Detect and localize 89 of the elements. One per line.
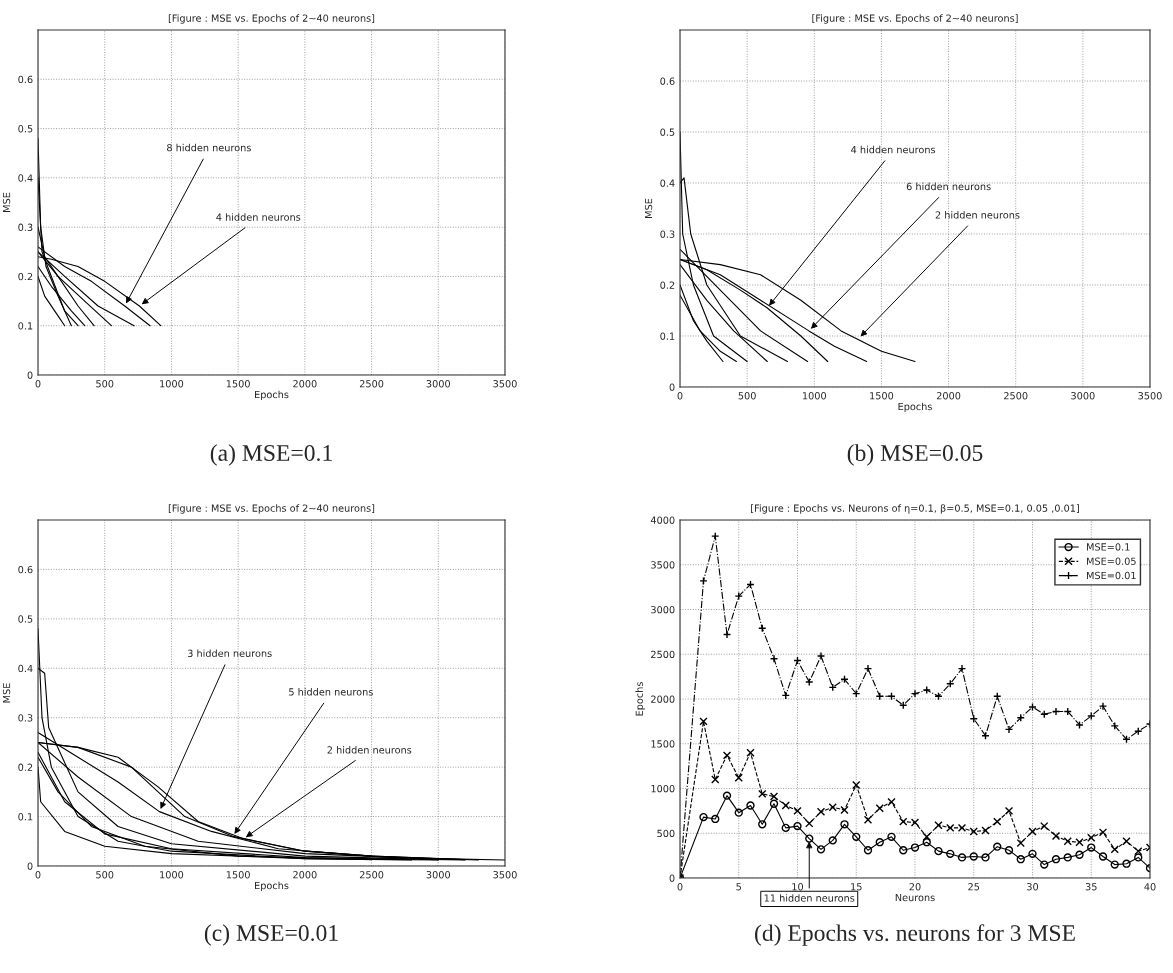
y-axis-title: MSE: [644, 198, 653, 218]
x-tick-label: 1000: [160, 380, 184, 388]
x-tick-label: 3000: [426, 871, 451, 879]
y-tick-label: 0.2: [18, 763, 33, 771]
text: (a) MSE=0.1: [210, 444, 332, 466]
chart-title: [Figure : Epochs vs. Neurons of η=0.1, β=0.5, MSE=0.1, 0.05 ,0.01]: [751, 504, 1079, 514]
y-tick-label: 4000: [650, 516, 675, 524]
y-tick-label: 0: [27, 862, 33, 870]
x-tick-label: 2500: [359, 380, 384, 388]
x-tick-label: 30: [1027, 883, 1039, 891]
y-tick-label: 0: [27, 371, 33, 379]
y-tick-label: 1000: [651, 784, 675, 793]
x-tick-label: 500: [96, 380, 114, 388]
x-tick-label: 0: [35, 380, 41, 388]
x-tick-label: 2000: [293, 871, 317, 879]
x-tick-label: 10: [792, 883, 804, 891]
annotation: 2 hidden neurons: [327, 746, 412, 754]
y-tick-label: 3000: [651, 605, 675, 614]
y-tick-label: 0.2: [18, 272, 33, 281]
legend-label: MSE=0.1: [1087, 543, 1130, 551]
y-tick-label: 0.2: [660, 281, 675, 289]
y-tick-label: 0.1: [660, 332, 675, 340]
x-axis-title: Epochs: [255, 881, 289, 892]
annotation: 6 hidden neurons: [906, 182, 991, 191]
x-tick-label: 2000: [293, 380, 317, 388]
x-tick-label: 2500: [359, 871, 384, 879]
x-tick-label: 5: [736, 883, 741, 891]
y-tick-label: 0.3: [660, 230, 675, 238]
x-tick-label: 1500: [870, 392, 894, 400]
x-tick-label: 0: [677, 883, 683, 891]
text: (b) MSE=0.05: [847, 444, 983, 466]
chart-title: [Figure : MSE vs. Epochs of 2~40 neurons]: [168, 14, 375, 24]
x-tick-label: 3500: [493, 871, 517, 879]
x-tick-label: 3500: [493, 380, 517, 388]
x-tick-label: 15: [851, 883, 862, 891]
chart-title: [Figure : MSE vs. Epochs of 2~40 neurons]: [812, 14, 1018, 24]
y-axis-title: Epochs: [635, 682, 645, 716]
y-tick-label: 0.1: [18, 813, 33, 821]
annotation: 5 hidden neurons: [289, 688, 373, 696]
x-tick-label: 2500: [1004, 392, 1028, 400]
y-tick-label: 0.3: [18, 714, 33, 722]
x-tick-label: 3000: [1071, 392, 1095, 400]
text: (c) MSE=0.01: [204, 924, 338, 946]
annotation: 11 hidden neurons: [764, 894, 855, 902]
x-tick-label: 40: [1144, 883, 1156, 891]
annotation: 3 hidden neurons: [187, 649, 272, 657]
x-tick-label: 3000: [426, 380, 451, 388]
y-axis-title: MSE: [2, 192, 11, 212]
y-tick-label: 2000: [651, 695, 675, 703]
x-tick-label: 20: [909, 883, 921, 891]
x-axis-title: Neurons: [895, 893, 935, 902]
annotation: 8 hidden neurons: [167, 143, 251, 152]
x-tick-label: 25: [968, 883, 980, 891]
y-tick-label: 500: [657, 829, 675, 838]
x-tick-label: 1000: [160, 871, 184, 879]
y-tick-label: 0.5: [18, 125, 33, 133]
annotation: 2 hidden neurons: [935, 211, 1020, 219]
legend-label: MSE=0.01: [1087, 571, 1136, 580]
x-tick-label: 0: [677, 392, 683, 400]
y-tick-label: 0.6: [18, 75, 33, 84]
y-tick-label: 0.6: [18, 565, 33, 574]
annotation: 4 hidden neurons: [216, 213, 301, 221]
x-axis-title: Epochs: [255, 390, 289, 401]
annotation: 4 hidden neurons: [851, 145, 936, 154]
x-tick-label: 3500: [1138, 392, 1162, 400]
y-tick-label: 0.4: [18, 664, 33, 673]
y-tick-label: 0.3: [18, 223, 33, 231]
x-tick-label: 1000: [802, 392, 827, 400]
chart-title: [Figure : MSE vs. Epochs of 2~40 neurons]: [168, 504, 375, 514]
x-tick-label: 1500: [226, 871, 250, 879]
legend-label: MSE=0.05: [1087, 557, 1136, 565]
x-axis-title: Epochs: [898, 402, 932, 413]
y-tick-label: 0.5: [18, 615, 33, 623]
x-tick-label: 35: [1085, 883, 1097, 891]
x-tick-label: 500: [96, 871, 114, 879]
y-tick-label: 1500: [651, 740, 675, 748]
y-tick-label: 0.4: [660, 179, 675, 187]
y-axis-title: MSE: [2, 683, 11, 703]
y-tick-label: 0.1: [18, 322, 33, 330]
y-tick-label: 3500: [651, 561, 675, 569]
text: (d) Epochs vs. neurons for 3 MSE: [755, 924, 1075, 946]
y-tick-label: 0.4: [18, 174, 33, 182]
y-tick-label: 0.6: [660, 77, 675, 85]
x-tick-label: 0: [35, 871, 41, 879]
y-tick-label: 0.5: [660, 128, 675, 136]
y-tick-label: 2500: [651, 650, 675, 659]
x-tick-label: 500: [738, 392, 756, 400]
x-tick-label: 1500: [226, 380, 250, 388]
x-tick-label: 2000: [936, 392, 961, 400]
